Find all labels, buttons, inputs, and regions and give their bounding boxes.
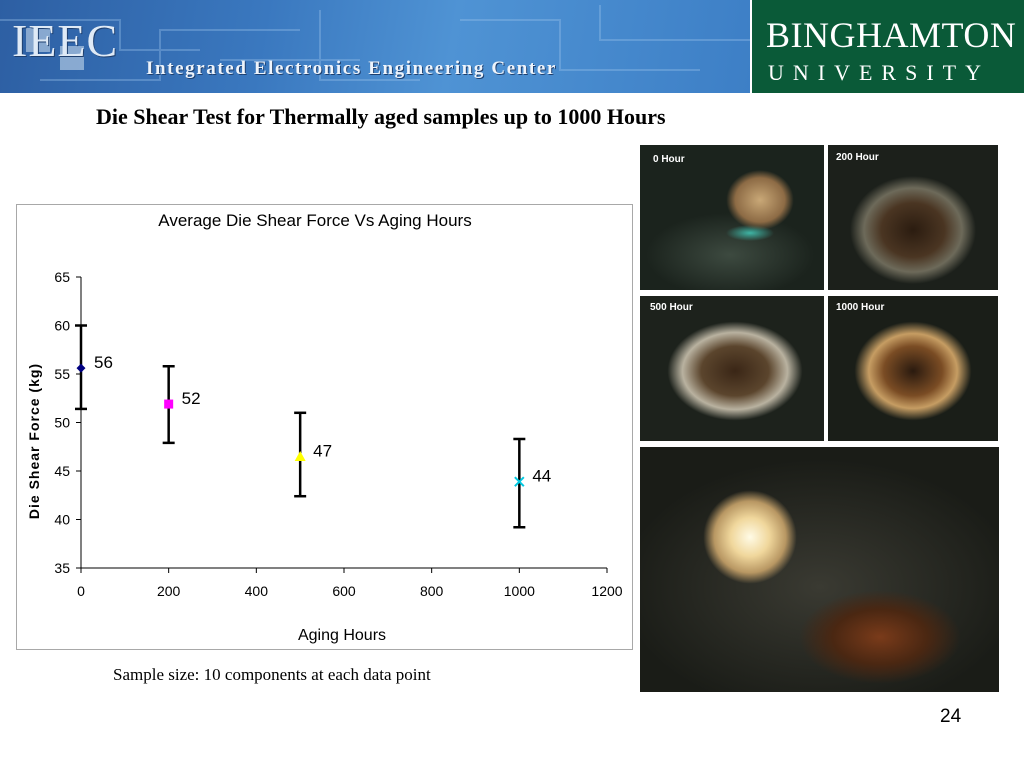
logo-block bbox=[26, 28, 50, 52]
university-logo: BINGHAMTON UNIVERSITY bbox=[750, 0, 1024, 93]
photo-label: 200 Hour bbox=[836, 152, 879, 163]
data-label: 44 bbox=[532, 467, 551, 486]
micrograph-0-hour: 0 Hour bbox=[640, 145, 824, 290]
ieec-subtitle: Integrated Electronics Engineering Cente… bbox=[146, 58, 557, 79]
university-name: BINGHAMTON bbox=[766, 15, 1017, 55]
x-tick-label: 200 bbox=[157, 583, 181, 599]
university-word: UNIVERSITY bbox=[768, 60, 990, 85]
micrograph-closeup bbox=[640, 447, 999, 692]
sample-size-caption: Sample size: 10 components at each data … bbox=[113, 665, 431, 684]
page-number: 24 bbox=[940, 706, 962, 727]
y-tick-label: 45 bbox=[54, 463, 70, 479]
x-tick-label: 600 bbox=[332, 583, 356, 599]
micrograph-200-hour: 200 Hour bbox=[828, 145, 998, 290]
y-tick-label: 40 bbox=[54, 512, 70, 528]
x-tick-label: 1000 bbox=[504, 583, 535, 599]
micrograph-500-hour: 500 Hour bbox=[640, 296, 824, 441]
data-point bbox=[514, 476, 525, 487]
x-axis-label: Aging Hours bbox=[298, 627, 386, 644]
photo-label: 0 Hour bbox=[653, 154, 685, 165]
y-tick-label: 50 bbox=[54, 415, 70, 431]
micrograph-1000-hour: 1000 Hour bbox=[828, 296, 998, 441]
logo-block bbox=[60, 46, 84, 70]
y-tick-label: 55 bbox=[54, 366, 70, 382]
header-banner: IEEC Integrated Electronics Engineering … bbox=[0, 0, 750, 93]
ieec-logo: IEEC bbox=[12, 15, 119, 66]
y-tick-label: 65 bbox=[54, 269, 70, 285]
chart-title: Average Die Shear Force Vs Aging Hours bbox=[158, 211, 471, 230]
die-shear-chart: Average Die Shear Force Vs Aging Hours D… bbox=[26, 211, 623, 644]
data-point bbox=[294, 450, 306, 461]
y-tick-label: 35 bbox=[54, 560, 70, 576]
chart-frame: Average Die Shear Force Vs Aging Hours D… bbox=[16, 204, 633, 650]
photo-label: 1000 Hour bbox=[836, 302, 885, 313]
data-label: 52 bbox=[182, 389, 201, 408]
photo-label: 500 Hour bbox=[650, 302, 693, 313]
data-label: 56 bbox=[94, 353, 113, 372]
y-tick-label: 60 bbox=[54, 318, 70, 334]
data-label: 47 bbox=[313, 441, 332, 460]
plot-area: 35 40 45 50 55 60 65 0 200 400 600 800 1000 1200 56 52 4… bbox=[54, 269, 622, 599]
data-point bbox=[76, 363, 86, 373]
x-tick-label: 0 bbox=[77, 583, 85, 599]
university-logo-panel: BINGHAMTON UNIVERSITY bbox=[752, 0, 1024, 93]
slide-title: Die Shear Test for Thermally aged sample… bbox=[96, 104, 666, 129]
y-axis-label: Die Shear Force (kg) bbox=[26, 363, 42, 519]
data-point bbox=[164, 399, 174, 409]
x-tick-label: 400 bbox=[245, 583, 269, 599]
x-tick-label: 1200 bbox=[591, 583, 622, 599]
x-tick-label: 800 bbox=[420, 583, 444, 599]
circuit-pattern bbox=[0, 5, 750, 81]
